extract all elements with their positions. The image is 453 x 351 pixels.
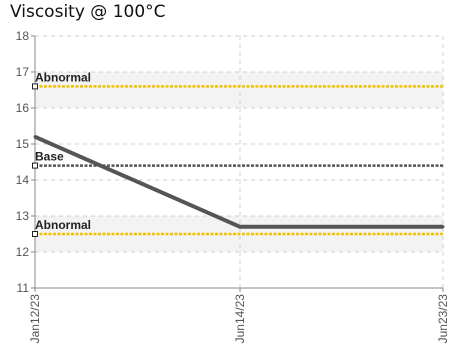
ref-label-2: Abnormal <box>35 218 91 232</box>
y-tick-label-17: 17 <box>16 65 30 79</box>
ref-label-0: Abnormal <box>35 70 91 84</box>
ref-marker-0 <box>32 83 38 90</box>
data-point-0-0 <box>33 135 37 139</box>
y-tick-label-12: 12 <box>16 245 30 259</box>
y-tick-label-16: 16 <box>16 101 30 115</box>
y-tick-label-11: 11 <box>17 281 30 295</box>
data-point-0-2 <box>441 225 445 229</box>
y-tick-label-13: 13 <box>16 209 30 223</box>
series-line-0 <box>34 134 443 229</box>
y-tick-label-15: 15 <box>16 137 30 151</box>
ref-label-1: Base <box>35 150 64 164</box>
chart-title: Viscosity @ 100°C <box>10 2 166 22</box>
y-tick-label-14: 14 <box>16 173 30 187</box>
band-0 <box>35 72 443 108</box>
ref-marker-2 <box>32 231 38 237</box>
data-point-0-1 <box>238 225 242 229</box>
y-tick-label-18: 18 <box>16 29 30 43</box>
x-tick-label-1: Jun14/23 <box>233 294 247 344</box>
x-tick-label-0: Jan12/23 <box>28 294 42 344</box>
x-tick-label-2: Jun23/23 <box>436 294 450 344</box>
ref-marker-1 <box>32 162 38 169</box>
